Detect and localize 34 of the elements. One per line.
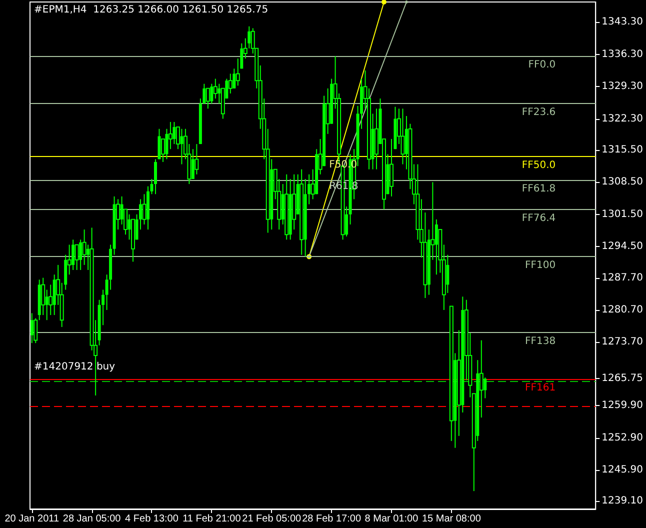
ref-line-label: FF138 bbox=[525, 336, 556, 347]
y-tick-label: 1287.70 bbox=[602, 272, 644, 284]
ref-line-label: FF100 bbox=[525, 260, 556, 272]
x-tick-label: 4 Feb 13:00 bbox=[125, 514, 179, 524]
x-tick-label: 15 Mar 08:00 bbox=[422, 514, 482, 524]
y-tick-label: 1239.10 bbox=[602, 496, 644, 507]
y-tick-label: 1301.50 bbox=[602, 208, 644, 220]
x-tick-label: 8 Mar 01:00 bbox=[364, 514, 419, 524]
y-tick-label: 1308.50 bbox=[602, 176, 644, 188]
y-tick-label: 1252.90 bbox=[602, 432, 644, 444]
y-tick-label: 1265.75 bbox=[602, 373, 644, 384]
x-tick-label: 28 Jan 05:00 bbox=[62, 514, 122, 524]
x-tick-label: 20 Jan 2011 bbox=[4, 514, 60, 524]
ref-line-label: #14207912 buy bbox=[34, 361, 116, 372]
y-tick-label: 1259.90 bbox=[602, 400, 644, 412]
x-tick-label: 28 Feb 17:00 bbox=[302, 514, 362, 524]
y-tick-label: 1273.70 bbox=[602, 336, 644, 348]
ref-line-label: FF50.0 bbox=[522, 160, 556, 171]
y-tick-label: 1315.50 bbox=[602, 144, 644, 156]
x-tick-label: 11 Feb 21:00 bbox=[182, 514, 242, 524]
y-tick-label: 1280.70 bbox=[602, 304, 644, 316]
ref-line-label: FF161 bbox=[525, 382, 556, 394]
ref-line-label: FF23.6 bbox=[522, 107, 556, 118]
y-tick-label: 1343.30 bbox=[602, 16, 644, 28]
y-tick-label: 1322.30 bbox=[602, 113, 644, 124]
y-tick-label: 1336.30 bbox=[602, 48, 644, 60]
ref-line-label: FF61.8 bbox=[522, 183, 556, 194]
y-tick-label: 1294.50 bbox=[602, 241, 644, 252]
ref-line-label: FF76.4 bbox=[522, 212, 556, 224]
ref-line-label: FF0.0 bbox=[528, 60, 556, 71]
y-tick-label: 1245.90 bbox=[602, 464, 644, 476]
y-tick-label: 1329.30 bbox=[602, 81, 644, 92]
x-tick-label: 21 Feb 05:00 bbox=[242, 514, 302, 524]
chart-title: #EPM1,H4 1263.25 1266.00 1261.50 1265.75 bbox=[34, 4, 268, 16]
